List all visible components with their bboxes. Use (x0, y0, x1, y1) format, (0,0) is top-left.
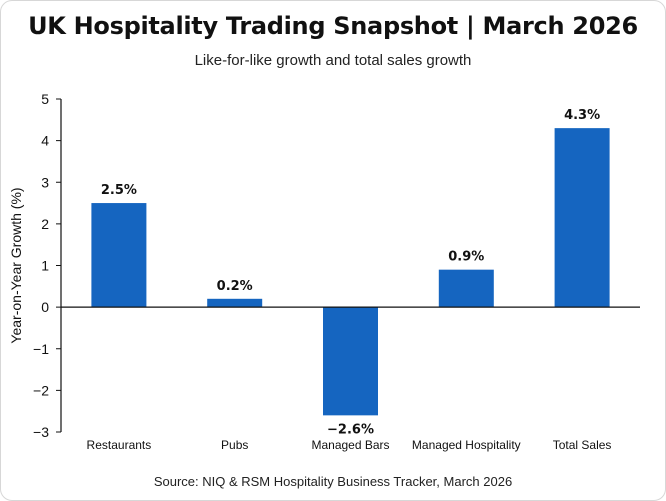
y-tick-label: −1 (33, 341, 49, 357)
bar-managed-bars (323, 307, 378, 416)
y-tick-label: 4 (41, 133, 49, 149)
y-axis-label: Year-on-Year Growth (%) (8, 187, 24, 343)
category-labels: Restaurants Pubs Managed Bars Managed Hospi… (87, 438, 612, 452)
data-labels: 2.5% 0.2% −2.6% 0.9% 4.3% (101, 108, 600, 437)
source-note: Source: NIQ & RSM Hospitality Business T… (153, 474, 513, 489)
data-label: 0.9% (448, 250, 484, 265)
bar-pubs (207, 298, 263, 308)
data-label: 0.2% (217, 279, 253, 294)
y-tick-label: 1 (41, 258, 49, 274)
data-label: −2.6% (327, 422, 374, 437)
chart-title: UK Hospitality Trading Snapshot | March … (28, 12, 638, 40)
y-tick-label: 2 (41, 216, 49, 232)
y-tick-label: 0 (41, 299, 49, 315)
y-tick-label: 5 (41, 91, 49, 107)
bar-total-sales (554, 128, 610, 308)
category-label: Managed Hospitality (412, 438, 521, 452)
bars (91, 128, 610, 416)
data-label: 4.3% (564, 108, 600, 123)
data-label: 2.5% (101, 183, 137, 198)
y-axis-ticks: 5 4 3 2 1 0 −1 −2 −3 (33, 91, 61, 440)
bar-managed-hospitality (438, 269, 494, 308)
bar-restaurants (91, 203, 147, 308)
y-tick-label: 3 (41, 174, 49, 190)
category-label: Pubs (221, 438, 248, 452)
category-label: Managed Bars (311, 438, 389, 452)
category-label: Total Sales (553, 438, 612, 452)
chart-subtitle: Like-for-like growth and total sales gro… (194, 52, 472, 69)
y-tick-label: −2 (33, 382, 49, 398)
category-label: Restaurants (87, 438, 152, 452)
y-tick-label: −3 (33, 424, 49, 440)
